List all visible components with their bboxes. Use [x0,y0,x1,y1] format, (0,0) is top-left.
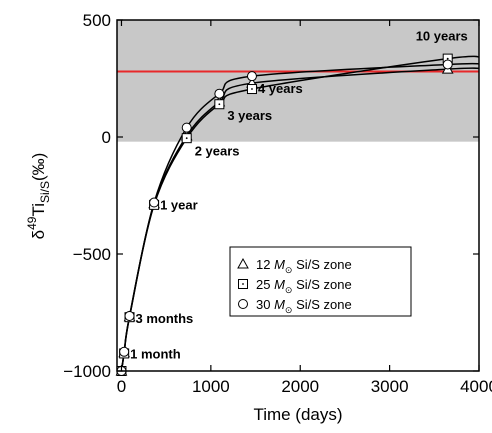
x-tick-label: 2000 [281,377,319,396]
annotation-label: 1 year [160,198,198,213]
y-tick-label: −1000 [63,362,111,381]
legend-marker-square [238,279,248,289]
circle-point [214,88,225,99]
x-tick-label: 1000 [192,377,230,396]
square-point [246,84,257,95]
y-tick-label: 500 [83,11,111,30]
y-tick-label: 0 [102,128,111,147]
legend-marker-triangle [237,257,249,269]
plot-frame [116,19,480,372]
square-point [214,99,225,110]
circle-point [442,59,453,70]
legend-marker-circle [238,299,248,309]
annotation-label: 4 years [258,81,303,96]
annotations: 1 month 3 months 1 year 2 years 3 years 4 yea… [130,29,468,362]
circle-point [149,197,160,208]
annotation-label: 1 month [130,346,181,361]
y-axis-title: δ49TiSi/S(‰) [25,153,52,240]
x-axis-title: Time (days) [253,405,342,424]
circle-point [181,122,192,133]
legend-box [229,246,412,317]
square-point [181,133,192,144]
y-tick-label: −500 [73,245,111,264]
svg-text:δ49TiSi/S(‰): δ49TiSi/S(‰) [25,153,52,240]
circle-point [119,346,130,357]
legend: 12 M⊙ Si/S zone 25 M⊙ Si/S zone 30 M⊙ Si/S… [229,246,412,317]
x-tick-label: 0 [117,377,126,396]
x-tick-label: 4000 [460,377,492,396]
annotation-label: 3 months [136,311,194,326]
annotation-label: 2 years [195,144,240,159]
legend-entry-label: 25 M⊙ Si/S zone [256,277,352,295]
axis-ticks: 0 1000 2000 3000 4000 −1000 −500 0 500 [63,11,492,396]
circle-point [246,71,257,82]
circle-point [124,311,135,322]
legend-entry-label: 30 M⊙ Si/S zone [256,297,352,315]
legend-entry-label: 12 M⊙ Si/S zone [256,257,352,275]
annotation-label: 3 years [227,108,272,123]
annotation-label: 10 years [416,29,468,44]
x-tick-label: 3000 [371,377,409,396]
